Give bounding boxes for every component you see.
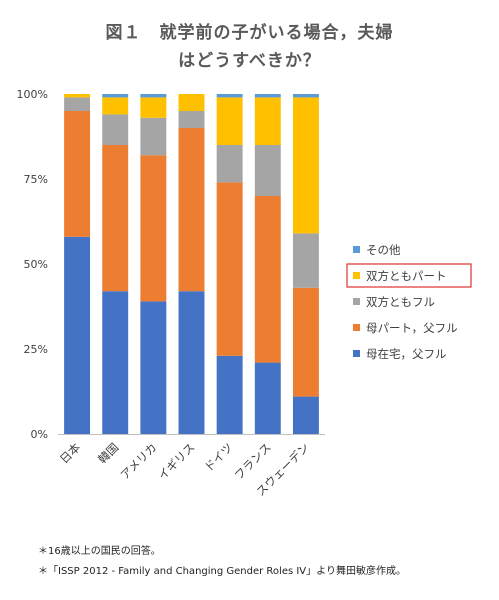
chart-title-line1: 図１ 就学前の子がいる場合，夫婦 [105, 23, 394, 43]
bar-segment [216, 94, 243, 98]
bar-segment [254, 145, 281, 196]
legend-label: 双方ともフル [366, 295, 435, 309]
bar-segment [140, 301, 167, 434]
bar-segment [292, 233, 319, 288]
y-tick-label: 100% [17, 88, 48, 101]
legend-swatch [353, 272, 360, 279]
bar-segment [178, 94, 205, 111]
bar-segment [102, 114, 129, 145]
bar-segment [216, 355, 243, 434]
bar-segment [254, 196, 281, 363]
bar-segment [254, 362, 281, 434]
bar-segment [64, 94, 91, 98]
bar-segment [254, 94, 281, 98]
bar-segment [140, 97, 167, 118]
bar-segment [140, 117, 167, 156]
legend-label: 母パート，父フル [366, 321, 458, 335]
footnote-2: ＊「ISSP 2012 - Family and Changing Gender… [38, 566, 406, 577]
footnote-1: ＊16歳以上の国民の回答。 [38, 546, 161, 557]
x-tick-label: 韓国 [95, 440, 121, 466]
bar-segment [64, 97, 91, 111]
bar-segment [216, 145, 243, 183]
legend-highlight-box [346, 263, 472, 288]
bar-segment [64, 111, 91, 237]
bar-segment [292, 94, 319, 98]
legend-label: 双方ともパート [366, 269, 447, 283]
y-tick-label: 0% [31, 428, 48, 441]
legend-label: その他 [366, 243, 401, 257]
legend-swatch [353, 298, 360, 305]
bar-segment [178, 291, 205, 434]
bar-segment [140, 94, 167, 98]
chart-title-line2: はどうすべきか？ [178, 51, 321, 71]
bar-segment [102, 291, 129, 434]
y-tick-label: 50% [24, 258, 48, 271]
bar-segment [178, 111, 205, 128]
bar-segment [64, 236, 91, 434]
y-tick-label: 75% [24, 173, 48, 186]
x-tick-label: アメリカ [117, 440, 159, 482]
bar-segment [102, 97, 129, 115]
y-tick-label: 25% [24, 343, 48, 356]
x-tick-label: ドイツ [201, 440, 235, 474]
legend-swatch [353, 246, 360, 253]
x-tick-label: 日本 [57, 440, 84, 467]
legend-swatch [353, 350, 360, 357]
bar-segment [102, 94, 129, 98]
bar-segment [254, 97, 281, 145]
legend-swatch [353, 324, 360, 331]
legend-label: 母在宅，父フル [366, 347, 447, 361]
x-tick-label: イギリス [155, 440, 197, 482]
bar-segment [292, 97, 319, 234]
bar-segment [292, 287, 319, 397]
bar-segment [140, 155, 167, 302]
bar-segment [292, 396, 319, 434]
bar-segment [216, 97, 243, 145]
bar-segment [178, 128, 205, 292]
bar-segment [216, 182, 243, 356]
bar-segment [102, 145, 129, 292]
